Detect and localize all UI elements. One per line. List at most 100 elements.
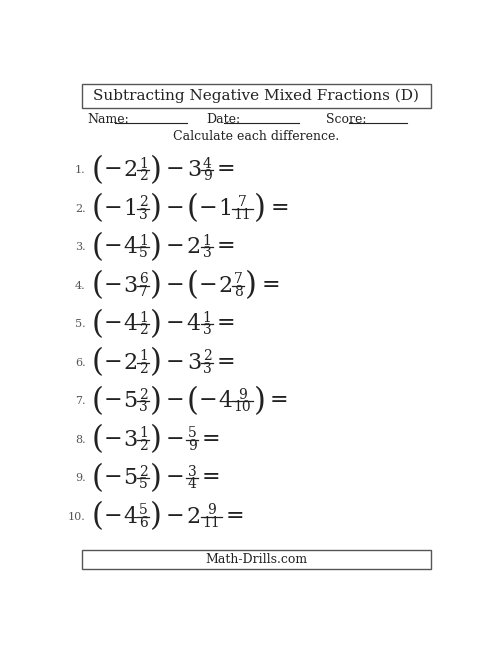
Text: −: − bbox=[104, 428, 122, 450]
Text: 3: 3 bbox=[188, 465, 196, 479]
Text: 3: 3 bbox=[202, 324, 211, 337]
Text: ): ) bbox=[254, 193, 266, 224]
Text: 2: 2 bbox=[139, 170, 147, 183]
Text: 2: 2 bbox=[202, 349, 211, 364]
Text: 4: 4 bbox=[123, 313, 138, 335]
Text: =: = bbox=[217, 159, 236, 181]
Text: 3: 3 bbox=[187, 159, 201, 181]
Text: =: = bbox=[202, 466, 220, 488]
Text: 4: 4 bbox=[187, 313, 201, 335]
Text: (: ( bbox=[92, 424, 104, 455]
Text: (: ( bbox=[92, 193, 104, 224]
Text: ): ) bbox=[150, 232, 162, 263]
Text: =: = bbox=[217, 351, 236, 373]
Text: −: − bbox=[104, 466, 122, 488]
Text: 9: 9 bbox=[202, 170, 211, 183]
Text: 4: 4 bbox=[202, 157, 211, 171]
Text: 2: 2 bbox=[139, 439, 148, 453]
Text: 3: 3 bbox=[123, 274, 138, 296]
Text: −: − bbox=[166, 313, 184, 334]
Text: 2: 2 bbox=[123, 159, 138, 181]
Text: 2: 2 bbox=[187, 236, 201, 258]
Text: ): ) bbox=[150, 347, 162, 378]
Text: (: ( bbox=[92, 232, 104, 263]
Text: 5: 5 bbox=[188, 426, 196, 441]
Text: 5: 5 bbox=[139, 503, 147, 518]
Text: 1.: 1. bbox=[75, 165, 86, 175]
Text: Name:: Name: bbox=[88, 113, 129, 126]
Text: −: − bbox=[166, 159, 184, 181]
Text: 6: 6 bbox=[139, 272, 148, 287]
Text: (: ( bbox=[92, 347, 104, 378]
Text: =: = bbox=[270, 389, 288, 411]
Text: −: − bbox=[104, 351, 122, 373]
Text: 2: 2 bbox=[218, 274, 232, 296]
Text: 1: 1 bbox=[139, 426, 148, 441]
Text: −: − bbox=[198, 389, 217, 411]
Text: =: = bbox=[217, 313, 236, 334]
Text: 1: 1 bbox=[139, 234, 148, 248]
Text: 2: 2 bbox=[139, 324, 147, 337]
Text: 8.: 8. bbox=[75, 435, 86, 444]
Text: 10: 10 bbox=[234, 400, 252, 414]
Text: 9: 9 bbox=[238, 388, 247, 402]
Text: 3: 3 bbox=[202, 247, 211, 260]
Text: ): ) bbox=[150, 501, 162, 532]
Text: 3: 3 bbox=[139, 208, 147, 222]
Text: (: ( bbox=[92, 309, 104, 340]
Text: Math-Drills.com: Math-Drills.com bbox=[205, 553, 308, 566]
Text: 9.: 9. bbox=[75, 473, 86, 483]
Text: ): ) bbox=[150, 386, 162, 417]
Text: 2: 2 bbox=[123, 351, 138, 373]
Text: 4.: 4. bbox=[75, 281, 86, 291]
Text: 5: 5 bbox=[123, 467, 138, 489]
Text: Subtracting Negative Mixed Fractions (D): Subtracting Negative Mixed Fractions (D) bbox=[93, 89, 419, 104]
Text: 7: 7 bbox=[238, 195, 247, 210]
Text: (: ( bbox=[186, 386, 198, 417]
Text: −: − bbox=[104, 197, 122, 219]
Text: 2: 2 bbox=[139, 388, 147, 402]
Bar bbox=[82, 551, 430, 569]
Text: −: − bbox=[104, 389, 122, 411]
Text: 11: 11 bbox=[234, 208, 252, 222]
Text: (: ( bbox=[186, 193, 198, 224]
Text: 2: 2 bbox=[139, 362, 147, 376]
Text: 5: 5 bbox=[123, 390, 138, 412]
Text: (: ( bbox=[92, 386, 104, 417]
Text: 2: 2 bbox=[139, 465, 147, 479]
Text: 4: 4 bbox=[123, 505, 138, 527]
Text: −: − bbox=[166, 428, 184, 450]
Text: =: = bbox=[262, 274, 280, 296]
Text: 3: 3 bbox=[139, 400, 147, 414]
Text: 7.: 7. bbox=[75, 396, 86, 406]
Text: 10.: 10. bbox=[68, 512, 86, 521]
Text: −: − bbox=[104, 313, 122, 334]
Text: 5: 5 bbox=[139, 247, 147, 260]
Text: (: ( bbox=[92, 270, 104, 301]
Text: −: − bbox=[166, 274, 184, 296]
Text: 3: 3 bbox=[123, 428, 138, 450]
Text: 2.: 2. bbox=[75, 204, 86, 214]
Text: 6.: 6. bbox=[75, 358, 86, 367]
Text: 1: 1 bbox=[139, 311, 148, 325]
Text: =: = bbox=[217, 236, 236, 258]
Text: 11: 11 bbox=[202, 516, 220, 530]
Text: 4: 4 bbox=[123, 236, 138, 258]
Text: 3: 3 bbox=[187, 351, 201, 373]
Text: (: ( bbox=[187, 270, 199, 301]
Text: −: − bbox=[166, 466, 184, 488]
Text: ): ) bbox=[150, 155, 162, 186]
Text: ): ) bbox=[150, 424, 162, 455]
Text: (: ( bbox=[92, 501, 104, 532]
Text: 1: 1 bbox=[123, 197, 138, 219]
Text: 9: 9 bbox=[207, 503, 216, 518]
Text: (: ( bbox=[92, 463, 104, 494]
Text: 1: 1 bbox=[139, 349, 148, 364]
Text: −: − bbox=[198, 197, 217, 219]
Text: 1: 1 bbox=[202, 311, 211, 325]
Text: 7: 7 bbox=[139, 285, 148, 299]
Text: ): ) bbox=[245, 270, 257, 301]
Text: 2: 2 bbox=[139, 195, 147, 210]
Text: ): ) bbox=[150, 193, 162, 224]
Text: −: − bbox=[104, 159, 122, 181]
